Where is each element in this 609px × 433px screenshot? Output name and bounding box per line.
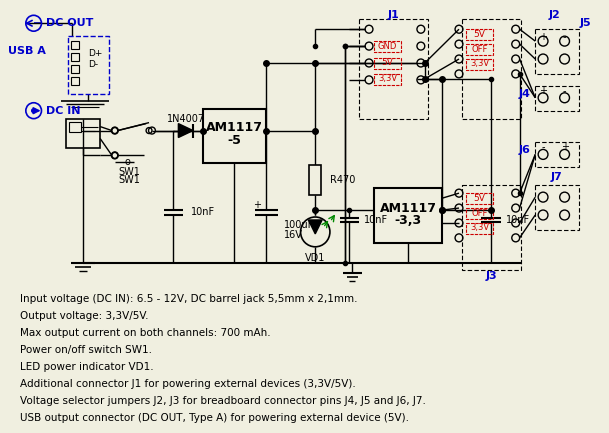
Text: OFF: OFF <box>471 209 488 217</box>
Text: DC OUT: DC OUT <box>46 18 94 28</box>
Text: SW1: SW1 <box>119 175 141 185</box>
Text: Max output current on both channels: 700 mAh.: Max output current on both channels: 700… <box>20 328 270 338</box>
Polygon shape <box>178 123 193 138</box>
Text: J6: J6 <box>518 145 530 155</box>
Text: 5V: 5V <box>474 30 485 39</box>
Text: R470: R470 <box>330 175 355 185</box>
Bar <box>309 165 321 195</box>
Text: Additional connector J1 for powering external devices (3,3V/5V).: Additional connector J1 for powering ext… <box>20 379 356 389</box>
Bar <box>374 41 401 52</box>
Text: 16V: 16V <box>284 230 303 240</box>
Text: +: + <box>539 32 547 42</box>
Bar <box>359 19 428 119</box>
Text: 10nF: 10nF <box>506 215 530 225</box>
Text: 1N4007: 1N4007 <box>167 113 205 124</box>
Bar <box>71 77 79 85</box>
Text: J7: J7 <box>551 172 563 182</box>
Bar <box>66 119 100 149</box>
Text: 100uF: 100uF <box>284 220 314 230</box>
Text: Output voltage: 3,3V/5V.: Output voltage: 3,3V/5V. <box>20 311 149 321</box>
Text: -: - <box>563 32 566 42</box>
Text: USB output connector (DC OUT, Type A) for powering external device (5V).: USB output connector (DC OUT, Type A) fo… <box>20 413 409 423</box>
Text: -: - <box>563 86 566 96</box>
Text: J2: J2 <box>549 10 561 20</box>
Text: Power on/off switch SW1.: Power on/off switch SW1. <box>20 345 152 355</box>
Text: USB A: USB A <box>9 46 46 56</box>
Text: -3,3: -3,3 <box>395 214 421 227</box>
Text: 10nF: 10nF <box>364 215 389 225</box>
Text: GND: GND <box>378 42 397 51</box>
Bar <box>535 142 579 167</box>
Bar <box>535 185 579 230</box>
Text: 3,3V: 3,3V <box>470 59 489 68</box>
Text: AM1117: AM1117 <box>379 201 437 215</box>
Bar <box>466 44 493 55</box>
Text: LED power indicator VD1.: LED power indicator VD1. <box>20 362 153 372</box>
Text: 3,3V: 3,3V <box>378 74 397 84</box>
Text: D+: D+ <box>88 48 103 58</box>
Text: 3,3V: 3,3V <box>470 223 489 233</box>
Text: VD1: VD1 <box>305 253 325 263</box>
Circle shape <box>32 109 35 113</box>
Bar <box>203 109 266 163</box>
Bar <box>466 29 493 40</box>
Bar <box>466 223 493 234</box>
Bar <box>68 36 109 94</box>
Bar <box>466 208 493 219</box>
Text: +: + <box>539 86 547 96</box>
Text: D-: D- <box>88 61 99 69</box>
Circle shape <box>301 217 330 247</box>
Bar <box>71 53 79 61</box>
Text: J5: J5 <box>579 18 591 28</box>
Text: +: + <box>253 200 261 210</box>
Text: 5V: 5V <box>474 194 485 203</box>
Bar <box>71 65 79 73</box>
Bar <box>69 122 80 132</box>
Bar <box>535 29 579 74</box>
Text: o-: o- <box>125 157 134 167</box>
Bar <box>462 19 521 119</box>
Text: Voltage selector jumpers J2, J3 for breadboard connector pins J4, J5 and J6, J7.: Voltage selector jumpers J2, J3 for brea… <box>20 396 426 406</box>
Text: SW1: SW1 <box>119 167 141 177</box>
Bar <box>466 193 493 204</box>
Bar <box>462 185 521 270</box>
Bar <box>374 58 401 69</box>
Text: J4: J4 <box>518 89 530 99</box>
Bar <box>374 188 442 243</box>
Text: AM1117: AM1117 <box>206 121 262 134</box>
Bar <box>466 59 493 70</box>
Text: -5: -5 <box>227 134 241 147</box>
Text: J1: J1 <box>387 10 400 20</box>
Text: +: + <box>561 142 569 152</box>
Text: -: - <box>541 142 545 152</box>
Bar <box>71 41 79 49</box>
Bar <box>374 74 401 85</box>
Text: DC IN: DC IN <box>46 106 81 116</box>
Polygon shape <box>308 220 322 234</box>
Text: OFF: OFF <box>471 45 488 54</box>
Bar <box>535 86 579 111</box>
Text: J3: J3 <box>485 271 497 281</box>
Text: 5V: 5V <box>382 58 393 68</box>
Text: 10nF: 10nF <box>191 207 215 217</box>
Text: Input voltage (DC IN): 6.5 - 12V, DC barrel jack 5,5mm x 2,1mm.: Input voltage (DC IN): 6.5 - 12V, DC bar… <box>20 294 357 304</box>
